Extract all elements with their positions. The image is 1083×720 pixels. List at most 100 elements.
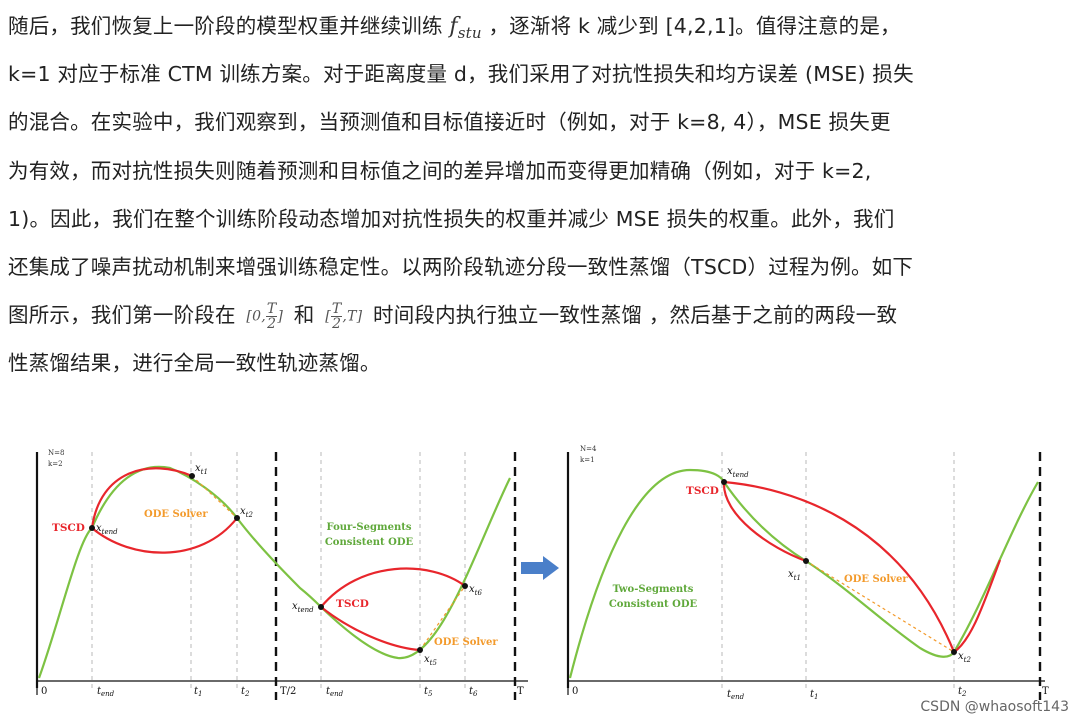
left-tick-t2-sub: 2 [244, 690, 250, 698]
left-axis-tick-labels: 0 tend t1 t2 T/2 tend t5 t6 T [36, 683, 524, 698]
left-tscd-arc-upper-2 [320, 567, 466, 608]
text-line-1-part-b: ，逐渐将 k 减少到 [4,2,1]。值得注意的是， [481, 14, 901, 38]
left-tick-T: T [517, 686, 524, 697]
right-tick-tend-sub: end [731, 693, 745, 701]
svg-text:t2: t2 [241, 686, 250, 698]
lbl-x-t1-sub: t1 [201, 468, 208, 476]
lbl-x-t2-x: x [240, 506, 246, 517]
lbl-x-tend2-sub: tend [298, 606, 314, 614]
svg-text:xtend: xtend [292, 601, 314, 614]
left-point-x-t6 [462, 583, 468, 589]
left-tick-0: 0 [41, 686, 47, 697]
left-tick-tend-sub: end [101, 690, 115, 698]
rlbl-x-t1-x: x [788, 569, 794, 580]
text-line-1: 随后，我们恢复上一阶段的模型权重并继续训练 fstu ，逐渐将 k 减少到 [4… [8, 2, 1076, 50]
right-tick-tend: t [727, 689, 732, 700]
text-line-6: 还集成了噪声扰动机制来增强训练稳定性。以两阶段轨迹分段一致性蒸馏（TSCD）过程… [8, 254, 914, 279]
interval-first-half: [0, T 2] [246, 302, 283, 331]
svg-text:xt2: xt2 [240, 506, 253, 519]
left-tick-t6-sub: 6 [473, 690, 478, 698]
right-tick-t1: t [810, 689, 815, 700]
left-panel: N=8 k=2 xt1 xt2 xtend xtend xt5 xt6 TSCD [35, 449, 528, 700]
left-tick-tend-2-sub: end [330, 690, 344, 698]
svg-text:t2: t2 [958, 686, 967, 698]
left-tscd-arc-lower-1 [91, 517, 238, 554]
right-panel: N=4 k=1 xtend xt1 xt2 TSCD ODE Solver Tw… [566, 445, 1049, 701]
left-point-x-t2 [234, 515, 240, 521]
left-param-k: k=2 [48, 460, 63, 468]
right-tscd-arc-upper [723, 480, 956, 653]
left-ode-solver-step-1 [191, 475, 238, 519]
svg-text:tend: tend [326, 686, 344, 698]
left-point-x-t1 [189, 473, 195, 479]
right-tick-t2: t [958, 686, 963, 697]
interval-1-denominator: 2 [267, 315, 277, 332]
interval-1-numerator: T [265, 300, 278, 317]
text-line-4: 为有效，而对抗性损失则随着预测和目标值之间的差异增加而变得更加精确（例如，对于 … [8, 158, 872, 183]
text-line-3: 的混合。在实验中，我们观察到，当预测值和目标值接近时（例如，对于 k=8, 4）… [8, 110, 891, 135]
arrow-head [543, 556, 559, 580]
lbl-x-t2-sub: t2 [246, 511, 254, 519]
left-ode-solver-step-2 [419, 585, 466, 651]
lbl-x-t1-x: x [195, 463, 201, 474]
left-param-n: N=8 [48, 449, 64, 457]
left-tick-t6: t [469, 686, 474, 697]
lbl-x-tend2-x: x [292, 601, 298, 612]
right-axis-tick-labels: 0 tend t1 t2 T [567, 683, 1049, 701]
lbl-x-tend1-x: x [96, 523, 102, 534]
right-point-x-t2 [951, 649, 957, 655]
lbl-x-tend1-sub: tend [102, 528, 118, 536]
left-tscd-arc-upper-1 [90, 467, 193, 529]
right-tscd-arc-tail [953, 559, 1002, 653]
interval-1-close: ] [277, 308, 284, 325]
interval-2-open: [ [325, 308, 331, 325]
interval-2-denominator: 2 [332, 315, 342, 332]
rlbl-x-tend-sub: tend [733, 471, 749, 479]
left-point-x-tend-2 [318, 604, 324, 610]
left-point-x-tend-1 [89, 525, 95, 531]
text-line-5: 1)。因此，我们在整个训练阶段动态增加对抗性损失的权重并减少 MSE 损失的权重… [8, 206, 895, 231]
svg-text:tend: tend [97, 686, 115, 698]
svg-text:xtend: xtend [727, 466, 749, 479]
left-tick-t5: t [424, 686, 429, 697]
math-f-symbol: f [449, 14, 458, 39]
right-ode-solver-label: ODE Solver [844, 574, 908, 585]
interval-1-open: [0, [246, 308, 266, 325]
right-point-x-t1 [803, 558, 809, 564]
interval-2-numerator: T [330, 300, 343, 317]
right-point-labels: xtend xt1 xt2 [727, 466, 971, 664]
right-param-k: k=1 [580, 456, 595, 464]
left-tscd-arc-lower-2 [320, 606, 421, 652]
svg-text:t6: t6 [469, 686, 478, 698]
right-tscd-label: TSCD [686, 485, 719, 497]
left-point-labels: xt1 xt2 xtend xtend xt5 xt6 [96, 463, 482, 667]
right-point-x-tend [721, 479, 727, 485]
right-consistent-ode-line2: Consistent ODE [609, 599, 698, 610]
right-tick-t2-sub: 2 [961, 690, 967, 698]
right-param-n: N=4 [580, 445, 597, 453]
left-tick-tend: t [97, 686, 102, 697]
left-tick-t2: t [241, 686, 246, 697]
watermark: CSDN @whaosoft143 [920, 699, 1069, 715]
text-line-7-and: 和 [287, 303, 322, 328]
svg-text:xt6: xt6 [469, 584, 482, 597]
svg-text:xt1: xt1 [788, 569, 801, 582]
svg-text:t5: t5 [424, 686, 433, 698]
rlbl-x-t2-x: x [958, 651, 964, 662]
math-f-subscript: stu [457, 24, 482, 42]
svg-text:xt2: xt2 [958, 651, 971, 664]
text-line-8: 性蒸馏结果，进行全局一致性轨迹蒸馏。 [8, 351, 381, 376]
transition-arrow [521, 556, 559, 580]
rlbl-x-t2-sub: t2 [964, 656, 972, 664]
interval-2-close: ,T] [342, 308, 363, 325]
left-tscd-label-2: TSCD [336, 598, 369, 610]
right-consistent-ode-line1: Two-Segments [613, 584, 694, 595]
lbl-x-t6-sub: t6 [475, 589, 483, 597]
text-line-7: 图所示，我们第一阶段在 [0, T 2] 和 [T 2 ,T] 时间段内执行独立一致性蒸… [8, 291, 1076, 339]
arrow-shaft [521, 562, 544, 574]
lbl-x-t6-x: x [469, 584, 475, 595]
right-tscd-arc-lower [722, 481, 807, 563]
left-ode-solver-label-2: ODE Solver [434, 637, 498, 648]
